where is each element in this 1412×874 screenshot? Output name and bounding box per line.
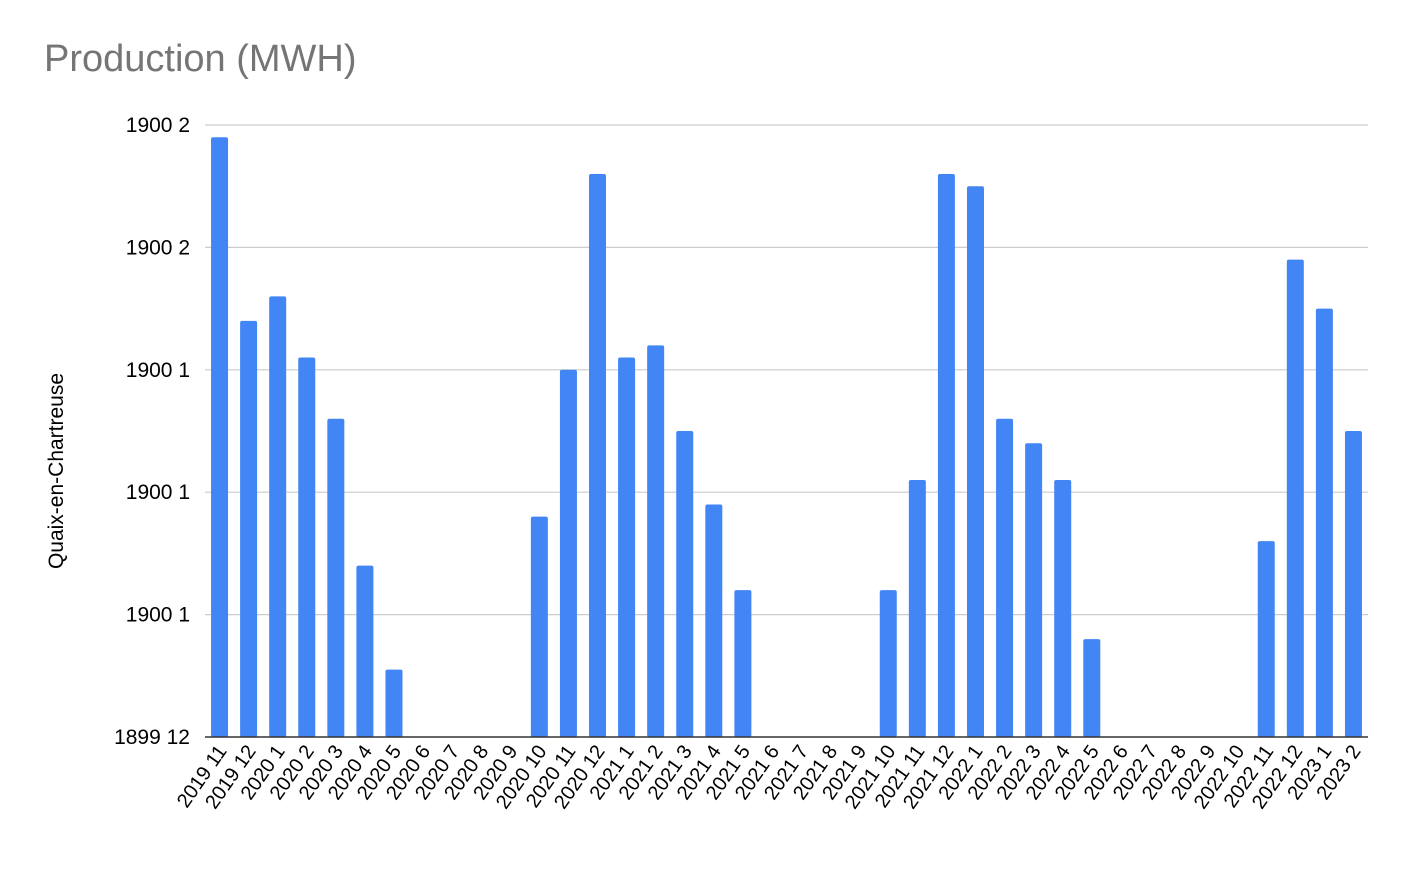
y-tick-label: 1900 1 (126, 359, 190, 382)
bar (589, 173, 607, 737)
bars (211, 137, 1362, 738)
bar (269, 296, 287, 737)
bar (211, 137, 229, 738)
bar (879, 590, 897, 737)
bar (298, 357, 316, 737)
bar (908, 479, 926, 737)
bar (1083, 639, 1101, 737)
bar (559, 369, 577, 737)
bar (734, 590, 752, 737)
y-tick-label: 1899 12 (114, 726, 190, 749)
y-tick-label: 1900 2 (126, 114, 190, 137)
y-tick-label: 1900 1 (126, 604, 190, 627)
bar (1315, 308, 1333, 737)
bar (966, 186, 984, 737)
bar (1054, 479, 1072, 737)
bar (1286, 259, 1304, 737)
bar (676, 431, 694, 737)
bar (385, 669, 403, 737)
bar (1344, 431, 1362, 737)
bar (996, 418, 1014, 737)
y-axis-label: Quaix-en-Chartreuse (45, 373, 68, 569)
bar (240, 320, 258, 737)
bar (327, 418, 345, 737)
bar (356, 565, 374, 737)
y-tick-label: 1900 2 (126, 236, 190, 259)
bar (1025, 443, 1043, 737)
bar (647, 345, 665, 737)
bar (1257, 541, 1275, 737)
bar (618, 357, 636, 737)
bar (705, 504, 723, 737)
y-tick-label: 1900 1 (126, 481, 190, 504)
bar (530, 516, 548, 737)
bar (937, 173, 955, 737)
gridlines (205, 124, 1368, 616)
chart-title: Production (MWH) (44, 38, 357, 80)
y-axis-ticks: 1899 12 1900 1 1900 1 1900 1 1900 2 1900 2 (114, 114, 190, 749)
